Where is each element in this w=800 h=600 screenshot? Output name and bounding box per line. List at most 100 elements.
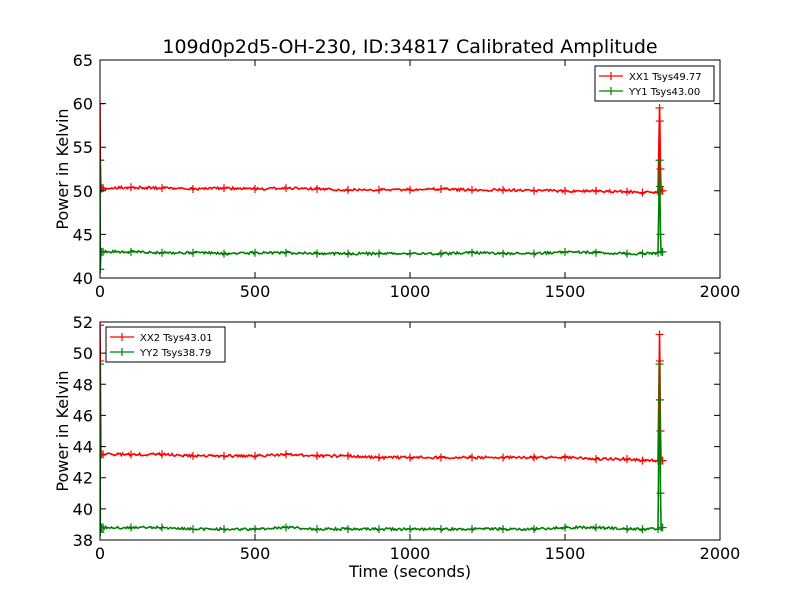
data-point-marker — [623, 249, 631, 258]
data-point-marker — [530, 453, 538, 462]
data-point-marker — [282, 184, 290, 193]
y-tick-label: 50 — [73, 182, 93, 201]
data-point-marker — [100, 156, 104, 165]
figure-title: 109d0p2d5-OH-230, ID:34817 Calibrated Am… — [162, 36, 657, 58]
data-point-marker — [656, 230, 665, 239]
data-point-marker — [499, 185, 507, 194]
data-point-marker — [561, 453, 569, 462]
x-tick-label: 500 — [240, 282, 271, 301]
data-point-marker — [375, 453, 383, 462]
data-point-marker — [100, 322, 104, 330]
data-point-marker — [658, 523, 667, 532]
x-tick-label: 0 — [95, 544, 105, 563]
data-point-marker — [499, 249, 507, 258]
data-point-marker — [530, 186, 538, 195]
y-tick-label: 46 — [73, 406, 93, 425]
legend-label: XX1 Tsys49.77 — [629, 72, 702, 83]
data-point-marker — [623, 187, 631, 196]
data-point-marker — [100, 360, 104, 369]
data-point-marker — [344, 185, 352, 194]
y-tick-label: 45 — [73, 225, 93, 244]
data-point-marker — [127, 523, 135, 532]
legend-label: YY2 Tsys38.79 — [139, 348, 211, 359]
data-point-marker — [406, 525, 414, 534]
data-point-marker — [655, 330, 664, 339]
x-tick-label: 1000 — [390, 282, 431, 301]
data-point-marker — [158, 523, 166, 532]
y-tick-label: 44 — [73, 438, 93, 457]
y-tick-label: 42 — [73, 469, 93, 488]
data-point-marker — [623, 525, 631, 534]
data-point-marker — [592, 455, 600, 464]
y-tick-label: 60 — [73, 95, 93, 114]
data-point-marker — [189, 451, 197, 460]
data-point-marker — [638, 525, 647, 534]
data-point-marker — [623, 455, 631, 464]
legend: XX1 Tsys49.77 YY1 Tsys43.00 — [594, 65, 715, 102]
data-point-marker — [251, 185, 259, 194]
data-point-marker — [499, 525, 507, 534]
y-tick-label: 52 — [73, 313, 93, 332]
data-point-marker — [344, 451, 352, 460]
data-point-marker — [406, 185, 414, 194]
data-point-marker — [655, 117, 664, 126]
data-point-marker — [530, 249, 538, 258]
y-tick-label: 38 — [73, 531, 93, 550]
y-tick-label: 48 — [73, 375, 93, 394]
data-point-marker — [344, 249, 352, 258]
top-panel: 0 500 1000 1500 2000 40 45 50 55 60 65 Power in Kel… — [53, 51, 740, 301]
data-point-marker — [499, 453, 507, 462]
data-point-marker — [592, 248, 600, 257]
data-point-marker — [313, 525, 321, 534]
data-point-marker — [127, 450, 135, 459]
data-point-marker — [282, 248, 290, 257]
data-point-marker — [656, 489, 665, 498]
legend-swatch — [599, 87, 623, 95]
data-point-marker — [592, 523, 600, 532]
data-point-marker — [638, 456, 647, 465]
data-point-marker — [251, 525, 259, 534]
legend: XX2 Tsys43.01 YY2 Tsys38.79 — [105, 326, 226, 363]
legend-swatch — [110, 348, 134, 356]
x-tick-label: 2000 — [700, 282, 741, 301]
x-tick-label: 2000 — [700, 544, 741, 563]
data-point-marker — [561, 186, 569, 195]
data-point-marker — [655, 360, 664, 369]
data-point-marker — [313, 249, 321, 258]
y-axis-label: Power in Kelvin — [53, 108, 72, 229]
y-tick-label: 40 — [73, 269, 93, 288]
y-tick-label: 65 — [73, 51, 93, 70]
bottom-panel: 0 500 1000 1500 2000 38 40 42 44 46 48 50 52 Power in… — [53, 313, 740, 563]
x-tick-label: 500 — [240, 544, 271, 563]
data-point-marker — [437, 249, 445, 258]
data-point-marker — [638, 188, 647, 197]
data-point-marker — [530, 525, 538, 534]
data-point-marker — [375, 185, 383, 194]
data-point-marker — [468, 248, 476, 257]
data-point-marker — [220, 451, 228, 460]
data-point-marker — [127, 247, 135, 256]
data-point-marker — [127, 183, 135, 192]
data-point-marker — [437, 453, 445, 462]
data-point-marker — [658, 247, 667, 256]
data-point-marker — [189, 185, 197, 194]
legend-label: YY1 Tsys43.00 — [628, 87, 700, 98]
data-point-marker — [344, 525, 352, 534]
data-point-marker — [313, 451, 321, 460]
data-point-marker — [406, 249, 414, 258]
data-point-marker — [406, 453, 414, 462]
legend-swatch — [110, 333, 134, 341]
legend-swatch — [599, 72, 623, 80]
data-point-marker — [189, 248, 197, 257]
y-axis-label: Power in Kelvin — [53, 370, 72, 491]
data-point-marker — [468, 453, 476, 462]
data-point-marker — [282, 523, 290, 532]
x-tick-label: 1000 — [390, 544, 431, 563]
x-axis-label: Time (seconds) — [348, 562, 471, 581]
data-point-marker — [561, 247, 569, 256]
data-point-marker — [158, 450, 166, 459]
data-point-marker — [561, 523, 569, 532]
data-point-marker — [468, 185, 476, 194]
data-point-marker — [251, 248, 259, 257]
